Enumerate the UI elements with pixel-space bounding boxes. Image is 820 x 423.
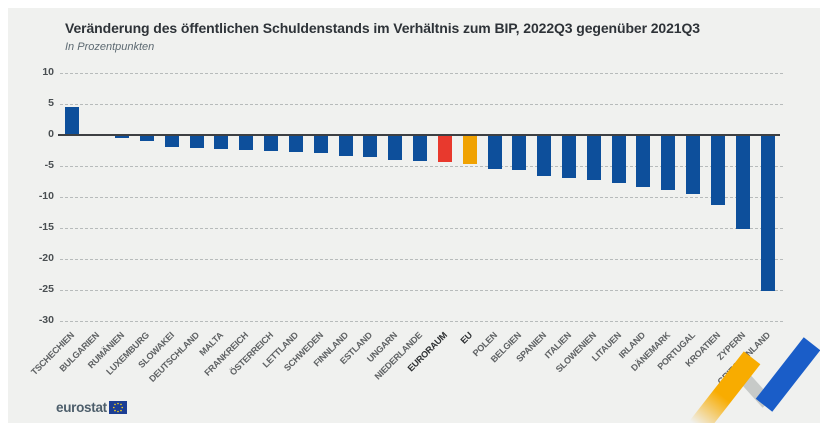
bar-polen: [487, 135, 502, 169]
bar-kroatien: [710, 135, 725, 206]
bar-irland: [636, 135, 651, 188]
bar-malta: [214, 135, 229, 149]
bar-belgien: [512, 135, 527, 171]
eurostat-logo-text: eurostat: [56, 400, 107, 415]
bar-eu: [462, 135, 477, 165]
gridline--20: [60, 259, 783, 260]
bar-spanien: [537, 135, 552, 176]
eu-flag-icon: [108, 401, 127, 414]
bar-euroraum: [437, 135, 452, 162]
gridline--25: [60, 290, 783, 291]
bar-portugal: [686, 135, 701, 194]
bar-österreich: [264, 135, 278, 152]
y-tick-label--20: -20: [38, 252, 54, 264]
plot-area: Veränderung des öffentlichen Schuldensta…: [8, 8, 820, 423]
bar-luxemburg: [139, 135, 154, 142]
gridline--5: [60, 166, 783, 167]
gridline-5: [60, 104, 783, 105]
bar-litauen: [611, 135, 626, 183]
bar-ungarn: [388, 135, 403, 161]
y-tick-label-10: 10: [42, 66, 54, 78]
y-tick-label--30: -30: [38, 314, 54, 326]
bar-italien: [562, 135, 576, 179]
chart-subtitle: In Prozentpunkten: [65, 41, 155, 53]
bar-niederlande: [413, 135, 427, 161]
bar-schweden: [313, 135, 328, 153]
bar-slowenien: [586, 135, 601, 181]
y-tick-label--10: -10: [38, 190, 54, 202]
gridline-10: [60, 73, 783, 74]
bar-dänemark: [661, 135, 676, 190]
zero-axis-line: [58, 134, 780, 136]
bar-rumänien: [115, 135, 130, 139]
gridline--15: [60, 228, 783, 229]
bar-zypern: [735, 135, 750, 230]
gridline--30: [60, 321, 783, 322]
bar-estland: [363, 135, 378, 157]
chart-panel: Veränderung des öffentlichen Schuldensta…: [8, 8, 820, 423]
y-tick-label--15: -15: [38, 221, 54, 233]
y-tick-label--5: -5: [44, 159, 54, 171]
bar-tschechien: [65, 106, 80, 135]
bar-slowakei: [164, 135, 179, 148]
y-tick-label-5: 5: [48, 97, 54, 109]
gridline--10: [60, 197, 783, 198]
y-tick-label--25: -25: [38, 283, 54, 295]
bar-deutschland: [189, 135, 204, 148]
bar-frankreich: [239, 135, 254, 150]
bar-griechenland: [760, 135, 775, 291]
bar-lettland: [288, 135, 303, 152]
page-title: Veränderung des öffentlichen Schuldensta…: [65, 20, 700, 36]
eurostat-logo: eurostat: [56, 400, 127, 415]
bar-finnland: [338, 135, 353, 156]
y-tick-label-0: 0: [48, 128, 54, 140]
